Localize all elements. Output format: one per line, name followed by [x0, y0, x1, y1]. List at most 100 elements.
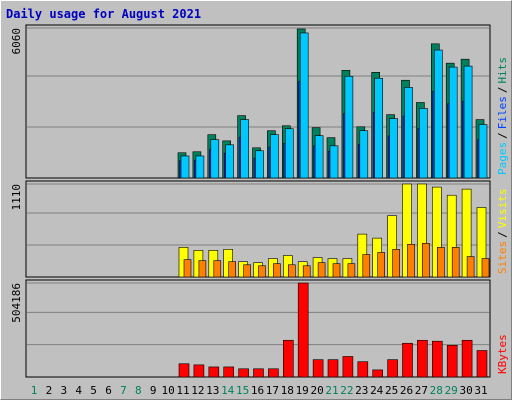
bar [461, 339, 473, 378]
y-tick-label: 6060 [10, 28, 23, 55]
bar [284, 128, 294, 179]
x-tick-label: 7 [120, 384, 127, 397]
bar [404, 87, 413, 179]
bar [240, 119, 249, 179]
x-tick-label: 28 [430, 384, 443, 397]
bar [431, 340, 443, 378]
bar [253, 368, 264, 378]
bar [362, 254, 371, 278]
bar [195, 155, 205, 179]
bar [481, 258, 490, 278]
x-tick-label: 11 [176, 384, 189, 397]
x-tick-label: 26 [400, 384, 413, 397]
bar [314, 135, 324, 179]
legend: KBytes [496, 334, 509, 374]
legend: Sites / Visits [496, 189, 509, 275]
bar [387, 215, 397, 278]
bar [357, 361, 369, 378]
x-tick-label: 9 [150, 384, 157, 397]
legend-entry: Hits [496, 57, 509, 84]
x-tick-label: 23 [355, 384, 368, 397]
bar [180, 155, 190, 179]
x-tick-label: 8 [135, 384, 142, 397]
x-tick-label: 25 [385, 384, 398, 397]
x-tick-label: 14 [221, 384, 235, 397]
bar [417, 339, 428, 378]
bar [255, 150, 264, 179]
bar [183, 259, 192, 278]
bar [446, 194, 457, 278]
x-tick-label: 3 [60, 384, 67, 397]
x-tick-label: 2 [46, 384, 53, 397]
x-tick-label: 17 [266, 384, 279, 397]
bar [273, 263, 281, 278]
bar [270, 134, 279, 179]
x-tick-label: 19 [296, 384, 309, 397]
legend-separator: / [496, 87, 509, 94]
bar [463, 65, 473, 179]
x-tick-label: 21 [325, 384, 338, 397]
x-tick-label: 27 [415, 384, 428, 397]
x-tick-label: 18 [281, 384, 294, 397]
bar [392, 249, 400, 278]
bar [342, 356, 354, 378]
bar [329, 145, 339, 179]
legend: Pages / Files / Hits [496, 57, 509, 175]
bar [208, 366, 220, 378]
x-tick-label: 13 [206, 384, 219, 397]
x-tick-label: 29 [445, 384, 458, 397]
bar [344, 75, 354, 179]
bar [359, 130, 369, 179]
bar [228, 261, 236, 278]
bar [178, 363, 190, 378]
bar [299, 32, 309, 179]
bar [317, 262, 326, 278]
bar [372, 369, 384, 378]
bar [402, 183, 412, 278]
bar [198, 260, 207, 278]
bar [243, 264, 251, 278]
legend-separator: / [496, 132, 509, 139]
x-tick-label: 5 [90, 384, 97, 397]
bar [213, 260, 222, 278]
bar [282, 339, 294, 378]
bar [297, 282, 309, 378]
y-tick-label: 1110 [10, 184, 23, 211]
bar [210, 139, 220, 179]
bar [476, 207, 487, 278]
x-tick-label: 4 [75, 384, 82, 397]
bar [419, 108, 428, 179]
bar [433, 49, 443, 179]
bar [407, 244, 415, 278]
bar [417, 183, 427, 278]
legend-entry: Files [496, 96, 509, 129]
bar [448, 66, 458, 179]
legend-entry: Sites [496, 241, 509, 274]
bar [466, 256, 475, 278]
bar [461, 188, 472, 278]
bar [389, 118, 398, 179]
x-tick-label: 12 [191, 384, 204, 397]
bar [451, 247, 460, 278]
x-tick-label: 20 [310, 384, 323, 397]
bar [332, 263, 341, 278]
x-tick-label: 31 [474, 384, 487, 397]
bar [446, 345, 458, 378]
legend-entry: KBytes [496, 334, 509, 374]
bar [476, 350, 488, 378]
x-tick-label: 16 [251, 384, 264, 397]
bar [258, 265, 266, 278]
bar [422, 243, 430, 278]
bar [387, 359, 398, 378]
bar [287, 264, 296, 278]
bar [436, 247, 445, 278]
y-tick-label: 504186 [10, 283, 23, 323]
bar [347, 263, 356, 278]
bar [374, 77, 384, 179]
x-tick-label: 22 [340, 384, 353, 397]
bar [268, 368, 279, 378]
bar [302, 265, 311, 278]
bar [193, 364, 205, 378]
